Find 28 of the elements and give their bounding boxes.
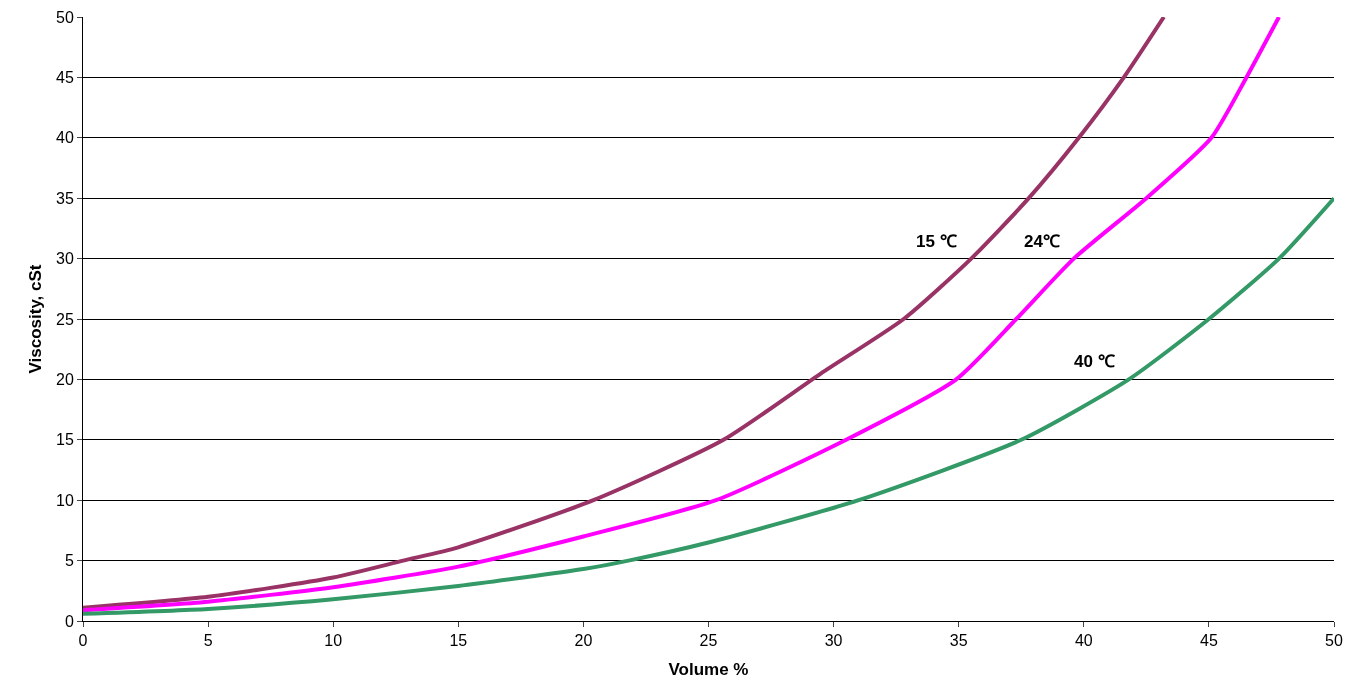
y-tick-label: 20 <box>56 371 74 388</box>
x-tick-label: 40 <box>1074 632 1093 650</box>
x-tick-label: 10 <box>324 632 343 650</box>
y-tick-label: 45 <box>56 69 74 86</box>
y-axis-title: Viscosity, cSt <box>25 264 45 374</box>
y-tick-label: 0 <box>64 612 74 630</box>
y-tick-label: 30 <box>56 250 74 268</box>
x-axis-title: Volume % <box>668 659 749 679</box>
x-tick-label: 25 <box>699 632 718 650</box>
series-label: 15 ℃ <box>916 232 957 251</box>
y-tick-label: 15 <box>56 431 74 449</box>
y-tick-label: 50 <box>56 8 74 26</box>
x-tick-label: 50 <box>1325 632 1343 650</box>
x-tick-label: 15 <box>449 632 468 650</box>
y-tick-label: 5 <box>64 552 74 570</box>
line-series <box>83 196 1334 616</box>
y-tick-label: 25 <box>56 310 74 328</box>
x-tick-label: 20 <box>574 632 593 650</box>
x-tick-label: 5 <box>203 632 213 650</box>
series-label: 40 ℃ <box>1074 352 1115 371</box>
x-tick-label: 0 <box>78 632 88 650</box>
y-tick-label: 35 <box>56 189 74 207</box>
x-tick-label: 30 <box>824 632 843 650</box>
y-tick-label: 10 <box>56 491 74 509</box>
y-tick-label: 40 <box>56 129 74 147</box>
x-tick-label: 45 <box>1200 632 1218 650</box>
x-tick-label: 35 <box>949 632 968 650</box>
series-label: 24℃ <box>1024 232 1060 251</box>
